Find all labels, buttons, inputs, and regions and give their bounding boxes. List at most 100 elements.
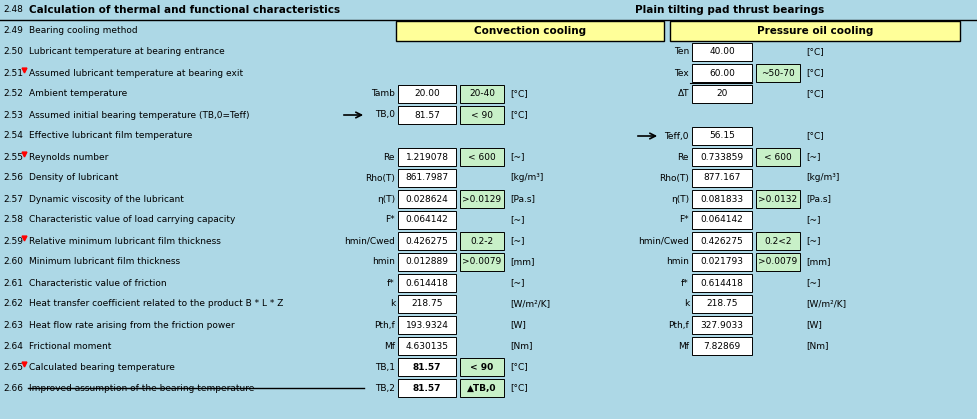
- Text: 60.00: 60.00: [709, 68, 735, 78]
- Bar: [398, 211, 456, 229]
- Text: 2.51: 2.51: [3, 68, 23, 78]
- Text: Frictional moment: Frictional moment: [29, 341, 111, 351]
- Text: 20.00: 20.00: [414, 90, 440, 98]
- Text: 2.64: 2.64: [3, 341, 22, 351]
- Text: 193.9324: 193.9324: [405, 321, 448, 329]
- Text: 20: 20: [716, 90, 728, 98]
- Text: 2.61: 2.61: [3, 279, 23, 287]
- Text: Ambient temperature: Ambient temperature: [29, 90, 127, 98]
- Text: Lubricant temperature at bearing entrance: Lubricant temperature at bearing entranc…: [29, 47, 225, 57]
- Text: Density of lubricant: Density of lubricant: [29, 173, 118, 183]
- Text: Characteristic value of load carrying capacity: Characteristic value of load carrying ca…: [29, 215, 235, 225]
- Text: >0.0129: >0.0129: [462, 194, 501, 204]
- Bar: [398, 85, 456, 103]
- Text: 2.57: 2.57: [3, 194, 23, 204]
- Text: Rho(T): Rho(T): [659, 173, 689, 183]
- Bar: [398, 316, 456, 334]
- Text: 2.60: 2.60: [3, 258, 23, 266]
- Text: [W/m²/K]: [W/m²/K]: [510, 300, 550, 308]
- Text: 0.2-2: 0.2-2: [471, 236, 493, 246]
- Text: >0.0079: >0.0079: [758, 258, 797, 266]
- Text: 2.58: 2.58: [3, 215, 23, 225]
- Bar: [460, 106, 504, 124]
- Text: [Nm]: [Nm]: [510, 341, 532, 351]
- Text: Teff,0: Teff,0: [664, 132, 689, 140]
- Bar: [398, 148, 456, 166]
- Bar: [692, 232, 752, 250]
- Bar: [670, 21, 960, 41]
- Bar: [398, 190, 456, 208]
- Bar: [692, 253, 752, 271]
- Text: 0.021793: 0.021793: [701, 258, 743, 266]
- Bar: [398, 274, 456, 292]
- Bar: [692, 148, 752, 166]
- Bar: [692, 85, 752, 103]
- Text: F*: F*: [679, 215, 689, 225]
- Text: hmin: hmin: [666, 258, 689, 266]
- Text: η(T): η(T): [671, 194, 689, 204]
- Text: Mf: Mf: [384, 341, 395, 351]
- Text: ~50-70: ~50-70: [761, 68, 795, 78]
- Text: 0.733859: 0.733859: [701, 153, 743, 161]
- Text: TB,2: TB,2: [375, 383, 395, 393]
- Text: 2.52: 2.52: [3, 90, 22, 98]
- Text: [~]: [~]: [806, 236, 821, 246]
- Text: Pressure oil cooling: Pressure oil cooling: [757, 26, 873, 36]
- Text: [°C]: [°C]: [806, 47, 824, 57]
- Bar: [398, 337, 456, 355]
- Text: 2.49: 2.49: [3, 26, 22, 36]
- Text: Mf: Mf: [678, 341, 689, 351]
- Text: [~]: [~]: [510, 279, 525, 287]
- Text: Re: Re: [677, 153, 689, 161]
- Text: F*: F*: [385, 215, 395, 225]
- Text: 40.00: 40.00: [709, 47, 735, 57]
- Text: f*: f*: [387, 279, 395, 287]
- Text: 861.7987: 861.7987: [405, 173, 448, 183]
- Text: hmin: hmin: [372, 258, 395, 266]
- Bar: [756, 190, 800, 208]
- Text: ΔT: ΔT: [677, 90, 689, 98]
- Text: < 600: < 600: [764, 153, 792, 161]
- Text: 2.59: 2.59: [3, 236, 23, 246]
- Text: 20-40: 20-40: [469, 90, 495, 98]
- Text: η(T): η(T): [377, 194, 395, 204]
- Text: 0.064142: 0.064142: [701, 215, 743, 225]
- Text: 81.57: 81.57: [412, 362, 442, 372]
- Bar: [398, 169, 456, 187]
- Text: 81.57: 81.57: [412, 383, 442, 393]
- Text: [°C]: [°C]: [510, 362, 528, 372]
- Text: Convection cooling: Convection cooling: [474, 26, 586, 36]
- Text: 0.081833: 0.081833: [701, 194, 743, 204]
- Bar: [460, 190, 504, 208]
- Bar: [692, 211, 752, 229]
- Text: [°C]: [°C]: [510, 90, 528, 98]
- Text: Improved assumption of the bearing temperature: Improved assumption of the bearing tempe…: [29, 383, 254, 393]
- Text: 2.53: 2.53: [3, 111, 23, 119]
- Bar: [398, 253, 456, 271]
- Text: 81.57: 81.57: [414, 111, 440, 119]
- Bar: [692, 64, 752, 82]
- Bar: [398, 106, 456, 124]
- Bar: [692, 169, 752, 187]
- Bar: [460, 232, 504, 250]
- Text: hmin/Cwed: hmin/Cwed: [344, 236, 395, 246]
- Text: Calculated bearing temperature: Calculated bearing temperature: [29, 362, 175, 372]
- Text: 0.426275: 0.426275: [701, 236, 743, 246]
- Text: k: k: [684, 300, 689, 308]
- Bar: [460, 148, 504, 166]
- Bar: [756, 253, 800, 271]
- Text: 0.614418: 0.614418: [701, 279, 743, 287]
- Text: 218.75: 218.75: [411, 300, 443, 308]
- Text: TB,0: TB,0: [375, 111, 395, 119]
- Text: 0.426275: 0.426275: [405, 236, 448, 246]
- Text: 0.012889: 0.012889: [405, 258, 448, 266]
- Text: 2.56: 2.56: [3, 173, 23, 183]
- Text: [W/m²/K]: [W/m²/K]: [806, 300, 846, 308]
- Text: 2.62: 2.62: [3, 300, 22, 308]
- Text: 7.82869: 7.82869: [703, 341, 741, 351]
- Text: 0.614418: 0.614418: [405, 279, 448, 287]
- Text: Assumed lubricant temperature at bearing exit: Assumed lubricant temperature at bearing…: [29, 68, 243, 78]
- Text: < 90: < 90: [470, 362, 493, 372]
- Text: 327.9033: 327.9033: [701, 321, 743, 329]
- Text: 2.48: 2.48: [3, 5, 22, 15]
